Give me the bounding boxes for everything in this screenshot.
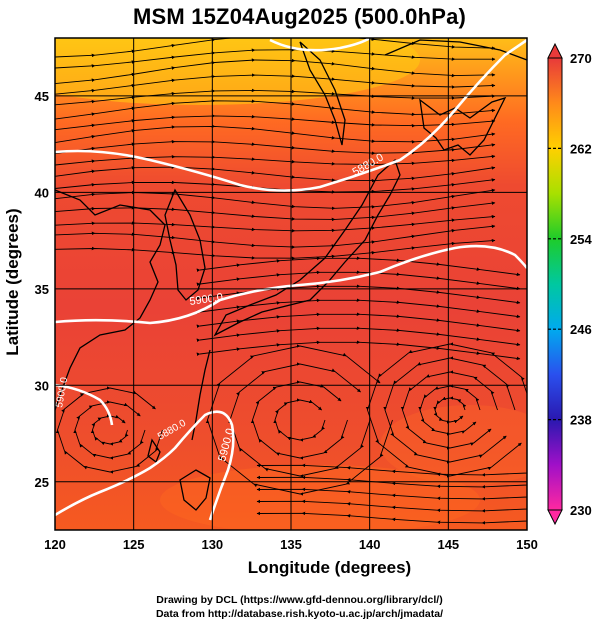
map-title: MSM 15Z04Aug2025 (500.0hPa): [132, 4, 467, 29]
plot-frame: [54, 37, 528, 531]
contour-label: 5900.0: [189, 291, 224, 308]
contour-label: 5900.0: [54, 376, 70, 408]
x-tick-label: 140: [359, 537, 381, 552]
y-axis-ticks: 25 30 35 40 45: [35, 89, 49, 490]
streamline: [55, 154, 496, 167]
height-contours: [55, 38, 527, 521]
x-tick-label: 130: [201, 537, 223, 552]
colorbar-tick-label: 262: [570, 141, 592, 156]
y-tick-label: 30: [35, 378, 49, 393]
streamline: [256, 487, 527, 501]
streamline: [199, 270, 521, 291]
x-axis-label: Longitude (degrees): [247, 558, 412, 577]
colorbar-tick-label: 238: [570, 413, 592, 428]
streamline: [199, 256, 521, 277]
streamline: [55, 165, 496, 183]
colorbar-upper-arrow: [547, 42, 563, 59]
colorbar-tick-label: 270: [570, 51, 592, 66]
y-tick-label: 45: [35, 89, 49, 104]
colorbar-tick-label: 254: [570, 232, 592, 247]
x-tick-label: 135: [280, 537, 302, 552]
streamline: [199, 298, 521, 319]
colorbar-lower-arrow: [547, 509, 563, 526]
streamline: [55, 386, 163, 474]
streamline: [256, 475, 527, 489]
x-tick-label: 145: [437, 537, 459, 552]
x-tick-label: 150: [516, 537, 538, 552]
colorbar: 270 262 254 246 238 230: [547, 42, 592, 526]
streamline: [256, 499, 527, 513]
y-tick-label: 25: [35, 475, 49, 490]
y-tick-label: 35: [35, 282, 49, 297]
x-tick-label: 120: [44, 537, 66, 552]
streamline: [256, 463, 527, 477]
colorbar-tick-label: 230: [570, 503, 592, 518]
streamline: [199, 312, 521, 333]
x-tick-label: 125: [123, 537, 145, 552]
colorbar-scale: [547, 57, 563, 511]
x-axis-ticks: 120 125 130 135 140 145 150: [44, 537, 538, 552]
wind-streamlines: [55, 38, 527, 525]
credit-line-data: Data from http://database.rish.kyoto-u.a…: [155, 608, 444, 620]
colorbar-tick-label: 246: [570, 322, 592, 337]
streamline: [55, 139, 496, 155]
warm-patch: [160, 465, 480, 530]
y-axis-label: Latitude (degrees): [3, 208, 22, 356]
y-tick-label: 40: [35, 185, 49, 200]
streamline: [256, 511, 527, 525]
graticule: [54, 38, 528, 530]
streamline: [199, 326, 521, 347]
credit-line-dcl: Drawing by DCL (https://www.gfd-dennou.o…: [156, 594, 443, 606]
